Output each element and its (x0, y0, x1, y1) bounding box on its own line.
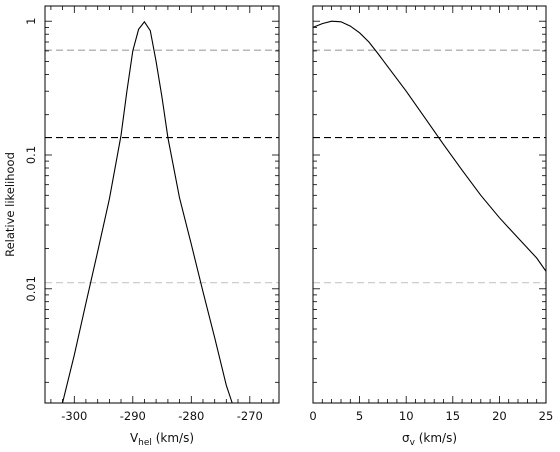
x-tick-label: -280 (178, 409, 204, 423)
panel-vhel: -300 -290 -280 -270 0.01 0.1 1 Relative likelih… (3, 5, 280, 448)
x-tick-label: -270 (237, 409, 263, 423)
x-tick-label: 5 (356, 409, 363, 423)
y-tick-label: 1 (24, 18, 38, 25)
likelihood-curve (61, 20, 233, 404)
x-tick-label: -300 (61, 409, 87, 423)
likelihood-curve (312, 20, 547, 272)
series-likelihood (312, 20, 547, 272)
y-tick-label: 0.1 (24, 146, 38, 164)
series-likelihood (61, 20, 233, 404)
x-axis-label: Vhel (km/s) (130, 431, 194, 448)
panel-sigma: 0 5 10 15 20 25 σv (km/s) (309, 5, 554, 448)
x-tick-label: -290 (120, 409, 146, 423)
x-tick-label: 25 (539, 409, 554, 423)
y-tick-label: 0.01 (24, 276, 38, 302)
x-tick-label: 0 (309, 409, 316, 423)
x-tick-label: 15 (445, 409, 460, 423)
x-tick-label: 20 (492, 409, 507, 423)
x-tick-label: 10 (399, 409, 414, 423)
x-axis-label: σv (km/s) (402, 431, 457, 448)
plot-frame (312, 5, 547, 404)
plot-frame (44, 5, 280, 404)
y-axis-label: Relative likelihood (3, 152, 17, 257)
